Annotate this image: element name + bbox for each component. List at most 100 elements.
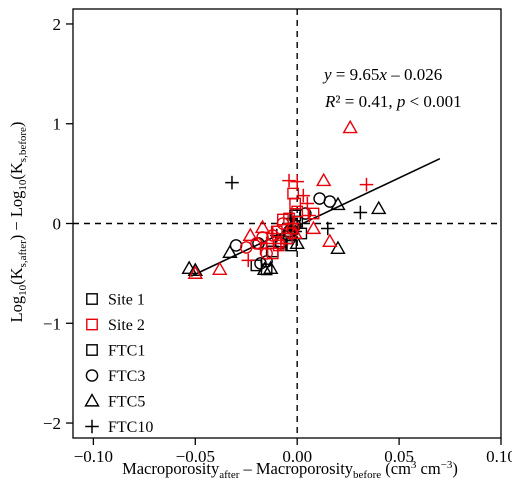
legend-marker bbox=[84, 393, 100, 407]
y-label-sub-10-1: 10 bbox=[17, 284, 29, 296]
x-tick-label: 0.00 bbox=[282, 447, 312, 466]
x-axis-label: Macroporosityafter – Macroporositybefore… bbox=[122, 459, 458, 481]
data-point bbox=[359, 177, 374, 192]
y-label-minus-log: ) − Log bbox=[7, 191, 26, 241]
regression-equation: y = 9.65x – 0.026 bbox=[322, 65, 442, 84]
y-tick-label: 0 bbox=[53, 215, 62, 234]
data-point bbox=[225, 175, 239, 190]
x-tick-label: 0.05 bbox=[384, 447, 414, 466]
x-label-sup-2: −3 bbox=[441, 459, 453, 471]
data-point bbox=[254, 219, 271, 234]
data-point bbox=[330, 240, 346, 255]
y-label-sub-10-2: 10 bbox=[17, 179, 29, 191]
data-point bbox=[315, 172, 332, 187]
equation-x: x bbox=[378, 65, 387, 84]
legend: Site 1 Site 2 FTC1 FTC3 FTC5 FTC10 bbox=[84, 292, 153, 436]
legend-entry-site-2: Site 2 bbox=[86, 317, 145, 334]
regression-line bbox=[190, 157, 441, 277]
data-point bbox=[222, 244, 238, 259]
data-point bbox=[291, 205, 304, 218]
legend-marker bbox=[86, 293, 98, 305]
legend-marker bbox=[86, 318, 98, 331]
y-tick-label: −2 bbox=[43, 414, 61, 433]
data-point bbox=[313, 192, 326, 205]
data-point bbox=[187, 265, 203, 279]
legend-label: Site 2 bbox=[108, 317, 145, 334]
y-tick-label: 1 bbox=[53, 115, 62, 134]
x-label-unit-close: ) bbox=[452, 459, 458, 478]
data-point bbox=[289, 235, 305, 250]
data-point bbox=[290, 174, 304, 189]
regression-line-group bbox=[190, 157, 441, 277]
stats-r2: ² = 0.41, bbox=[335, 92, 396, 111]
legend-label: FTC1 bbox=[108, 343, 145, 360]
y-label-sub-after: s,after bbox=[17, 240, 29, 268]
equation-intercept: – 0.026 bbox=[387, 65, 442, 84]
data-point bbox=[266, 247, 279, 260]
equation-slope: = 9.65 bbox=[332, 65, 380, 84]
data-point bbox=[342, 119, 358, 134]
y-tick-label: −1 bbox=[43, 314, 61, 333]
legend-label: FTC5 bbox=[108, 394, 145, 411]
x-label-sup-1: 3 bbox=[411, 459, 417, 471]
legend-marker bbox=[85, 419, 99, 434]
data-point bbox=[282, 173, 296, 188]
equation-y: y bbox=[322, 65, 332, 84]
data-point bbox=[322, 233, 338, 248]
y-label-log-1: Log bbox=[7, 296, 26, 323]
regression-stats: R² = 0.41, p < 0.001 bbox=[324, 92, 462, 111]
legend-marker bbox=[85, 369, 99, 382]
x-label-unit-mid: cm bbox=[416, 459, 440, 478]
x-label-mid: – Macroporosity bbox=[239, 459, 353, 478]
data-point bbox=[265, 226, 280, 241]
stats-r: R bbox=[324, 92, 336, 111]
x-label-sub-before: before bbox=[353, 469, 381, 481]
legend-label: FTC10 bbox=[108, 419, 153, 436]
legend-entry-site-1: Site 1 bbox=[86, 292, 145, 309]
legend-entry-ftc3: FTC3 bbox=[85, 368, 145, 385]
data-point bbox=[242, 227, 259, 242]
y-axis: −2 −1 0 1 2 bbox=[43, 15, 73, 433]
x-label-sub-after: after bbox=[219, 469, 239, 481]
data-point bbox=[305, 220, 322, 235]
x-tick-label: −0.05 bbox=[176, 447, 215, 466]
data-point bbox=[181, 260, 197, 274]
data-point bbox=[262, 260, 279, 274]
legend-marker bbox=[86, 344, 98, 356]
stats-p-value: < 0.001 bbox=[405, 92, 461, 111]
x-label-unit-open: (cm bbox=[381, 459, 411, 478]
legend-label: Site 1 bbox=[108, 292, 145, 309]
legend-entry-ftc5: FTC5 bbox=[84, 393, 145, 411]
series-site2-ftc5 bbox=[187, 119, 358, 279]
x-label-main: Macroporosity bbox=[122, 459, 220, 478]
series-site1-ftc5 bbox=[181, 196, 387, 276]
data-point bbox=[307, 207, 320, 220]
data-point bbox=[253, 241, 268, 256]
data-point bbox=[286, 216, 300, 231]
series-site2-ftc10 bbox=[241, 173, 374, 268]
data-point bbox=[212, 261, 228, 275]
data-point bbox=[256, 261, 273, 275]
y-tick-label: 2 bbox=[53, 15, 62, 34]
y-label-k-1: (K bbox=[7, 267, 26, 284]
x-tick-label: −0.10 bbox=[74, 447, 113, 466]
legend-entry-ftc1: FTC1 bbox=[86, 343, 145, 360]
data-point bbox=[302, 208, 317, 223]
data-point bbox=[287, 225, 303, 240]
data-point bbox=[241, 253, 256, 268]
y-label-close: ) bbox=[7, 122, 26, 128]
data-point bbox=[274, 236, 288, 251]
legend-entry-ftc10: FTC10 bbox=[85, 419, 153, 436]
data-point bbox=[330, 196, 346, 211]
data-point bbox=[353, 205, 368, 220]
data-point bbox=[277, 213, 289, 226]
stats-p: p bbox=[396, 92, 406, 111]
data-point bbox=[300, 196, 315, 211]
y-axis-label: Log10(Ks,after) − Log10(Ks,before) bbox=[7, 122, 29, 323]
data-point bbox=[187, 262, 203, 276]
legend-label: FTC3 bbox=[108, 368, 145, 385]
data-points bbox=[181, 119, 387, 279]
data-point bbox=[296, 188, 311, 203]
data-point bbox=[289, 197, 302, 210]
